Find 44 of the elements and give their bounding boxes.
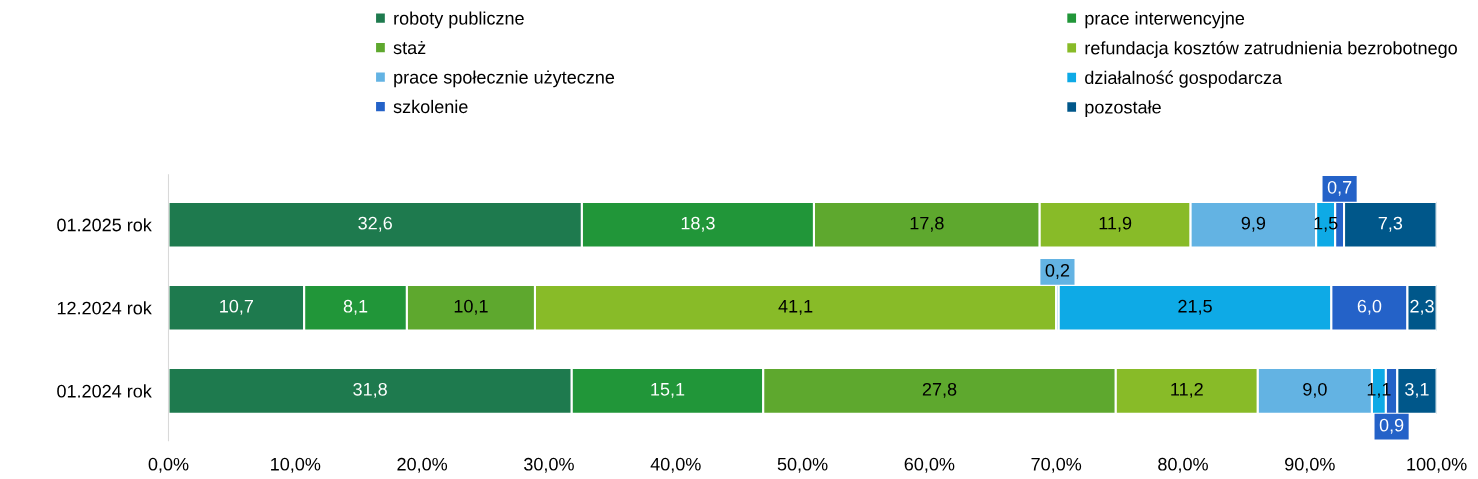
legend-label: szkolenie [393,99,468,114]
data-label: 15,1 [651,383,685,398]
legend-label: prace społecznie użyteczne [394,70,615,88]
data-label: 18,3 [681,216,715,232]
legend-label: prace interwencyjne [1085,11,1245,29]
data-label: 11,9 [1099,216,1132,232]
x-tick-label: 60,0% [904,457,955,473]
data-label: 11,2 [1171,382,1203,398]
data-label: 41,1 [778,300,813,315]
x-tick-label: 10,0% [271,457,321,473]
legend-label: staż [393,40,426,55]
data-label: 9,9 [1241,216,1266,232]
legend-label: działalność gospodarcza [1085,70,1283,88]
x-tick-label: 20,0% [397,457,448,473]
data-label: 32,6 [358,216,392,232]
legend-label: pozostałe [1085,100,1161,118]
data-label: 0,2 [1045,263,1070,279]
y-tick-label: 01.2025 rok [57,218,152,232]
legend-label: refundacja kosztów zatrudnienia bezrobotnego [1085,40,1457,58]
x-tick-label: 0,0% [148,457,189,473]
data-label: 8,1 [343,299,368,315]
data-label: 7,3 [1378,216,1403,232]
data-label: 2,3 [1410,299,1434,315]
x-tick-label: 40,0% [650,457,701,473]
data-label: 10,1 [454,299,488,315]
data-label: 17,8 [910,216,944,232]
data-label: 0,9 [1379,418,1404,434]
data-label: 10,7 [220,299,253,315]
x-tick-label: 90,0% [1285,457,1335,473]
x-tick-label: 70,0% [1031,457,1082,473]
y-tick-label: 12.2024 rok [57,301,152,315]
data-label: 31,8 [353,382,387,398]
data-label: 21,5 [1178,299,1212,315]
data-label: 9,0 [1303,382,1327,398]
data-label: 0,7 [1327,180,1352,196]
x-tick-label: 100,0% [1407,457,1467,473]
data-label: 6,0 [1357,299,1382,315]
data-label: 3,1 [1405,382,1429,398]
x-tick-label: 80,0% [1158,457,1208,473]
y-tick-label: 01.2024 rok [57,384,152,398]
x-tick-label: 50,0% [777,457,828,473]
legend-label: roboty publiczne [394,11,524,29]
x-tick-label: 30,0% [524,457,574,473]
data-label: 27,8 [922,382,957,398]
